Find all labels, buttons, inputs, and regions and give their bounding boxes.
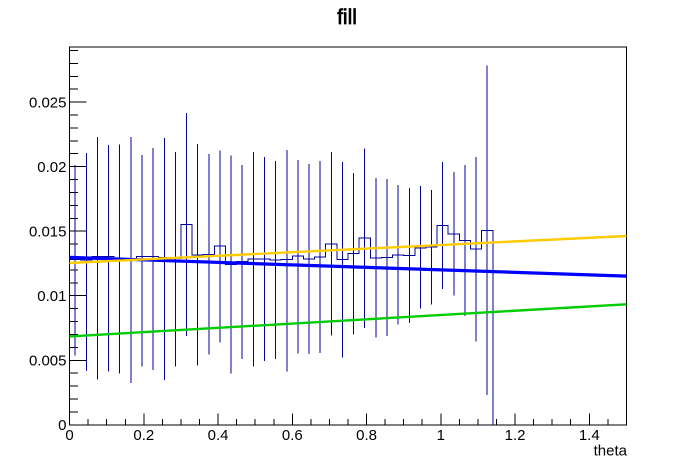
svg-text:0.01: 0.01 [37, 288, 66, 305]
svg-text:0.8: 0.8 [356, 427, 377, 444]
svg-text:0.02: 0.02 [37, 159, 66, 176]
svg-text:0.6: 0.6 [282, 427, 303, 444]
svg-text:0.025: 0.025 [29, 94, 67, 111]
svg-text:0.005: 0.005 [29, 353, 67, 370]
svg-text:0.4: 0.4 [208, 427, 229, 444]
svg-text:1: 1 [437, 427, 445, 444]
svg-text:0: 0 [58, 417, 66, 434]
svg-text:theta: theta [594, 442, 628, 459]
svg-text:fill: fill [337, 6, 357, 29]
svg-text:0.015: 0.015 [29, 224, 67, 241]
svg-text:0: 0 [65, 427, 73, 444]
svg-text:1.2: 1.2 [505, 427, 526, 444]
svg-text:1.4: 1.4 [579, 427, 600, 444]
svg-text:0.2: 0.2 [133, 427, 154, 444]
